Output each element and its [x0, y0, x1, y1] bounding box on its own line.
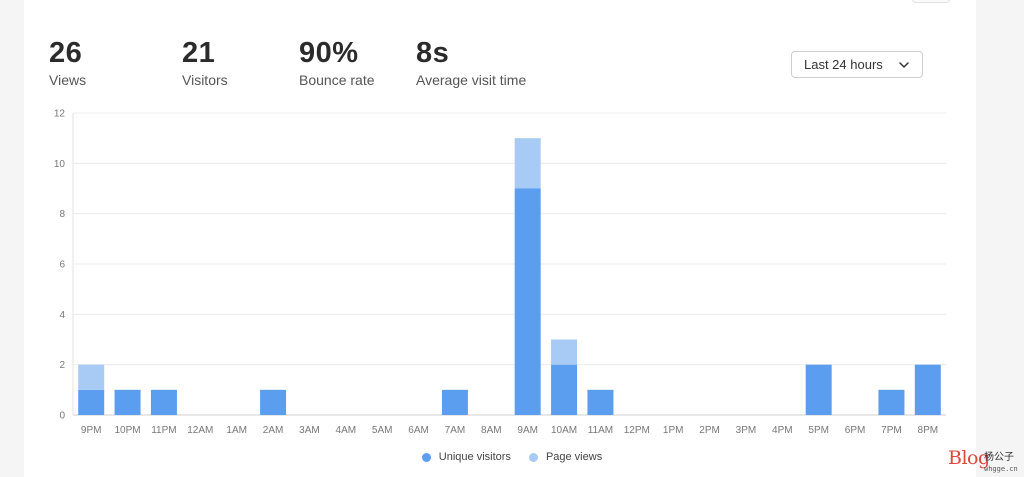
legend-page-views[interactable]: Page views: [528, 451, 603, 463]
y-tick-label: 8: [59, 209, 65, 220]
x-tick-label: 7AM: [445, 425, 466, 436]
y-tick-label: 0: [59, 411, 65, 422]
x-tick-label: 10PM: [115, 425, 141, 436]
watermark-cn: 杨公子: [984, 452, 1014, 463]
x-tick-label: 5AM: [372, 425, 393, 436]
bar-unique-visitors: [441, 389, 468, 415]
x-tick-label: 7PM: [881, 425, 902, 436]
metric-visitors-value: 21: [182, 37, 216, 69]
x-tick-label: 12AM: [187, 425, 213, 436]
x-tick-label: 1PM: [663, 425, 684, 436]
x-tick-label: 6PM: [845, 425, 866, 436]
y-tick-label: 6: [59, 260, 65, 271]
bar-unique-visitors: [514, 188, 541, 415]
bar-unique-visitors: [914, 364, 941, 415]
chevron-down-icon: [899, 62, 909, 68]
date-range-value: Last 24 hours: [804, 57, 883, 72]
x-tick-label: 10AM: [551, 425, 577, 436]
legend-unique-visitors[interactable]: Unique visitors: [421, 451, 511, 463]
watermark-site: whgge.cn: [984, 465, 1018, 473]
metric-bounce-rate-label: Bounce rate: [299, 72, 375, 88]
x-tick-label: 2PM: [699, 425, 720, 436]
bar-unique-visitors: [805, 364, 832, 415]
date-range-select[interactable]: Last 24 hours: [791, 51, 923, 78]
metric-visit-time-value: 8s: [416, 37, 450, 69]
chart-legend: Unique visitors Page views: [0, 451, 1024, 463]
x-tick-label: 3PM: [736, 425, 757, 436]
metric-visitors-label: Visitors: [182, 72, 228, 88]
watermark-logo: Blog: [948, 447, 990, 469]
x-tick-label: 5PM: [808, 425, 829, 436]
y-tick-label: 12: [54, 109, 66, 120]
x-tick-label: 11AM: [588, 425, 613, 436]
legend-page-views-label: Page views: [545, 451, 603, 463]
x-tick-label: 11PM: [151, 425, 176, 436]
y-tick-label: 4: [59, 310, 65, 321]
x-tick-label: 6AM: [408, 425, 429, 436]
metric-visitors: 21 Visitors: [182, 36, 228, 88]
bar-unique-visitors: [114, 389, 141, 415]
bar-unique-visitors: [587, 389, 614, 415]
legend-page-views-swatch: [528, 452, 538, 462]
x-tick-label: 9AM: [517, 425, 538, 436]
legend-unique-visitors-swatch: [421, 452, 431, 462]
x-tick-label: 8AM: [481, 425, 502, 436]
bar-unique-visitors: [260, 389, 287, 415]
x-tick-label: 2AM: [263, 425, 284, 436]
bar-unique-visitors: [878, 389, 905, 415]
x-tick-label: 3AM: [299, 425, 320, 436]
x-tick-label: 9PM: [81, 425, 102, 436]
x-tick-label: 1AM: [226, 425, 247, 436]
y-tick-label: 10: [54, 159, 66, 170]
metric-views: 26 Views: [49, 36, 86, 88]
x-tick-label: 4AM: [336, 425, 357, 436]
x-tick-label: 12PM: [624, 425, 650, 436]
x-tick-label: 4PM: [772, 425, 793, 436]
metric-bounce-rate: 90% Bounce rate: [299, 36, 375, 88]
metric-visit-time: 8s Average visit time: [416, 36, 526, 88]
metric-views-label: Views: [49, 72, 87, 88]
x-tick-label: 8PM: [918, 425, 939, 436]
bar-unique-visitors: [150, 389, 177, 415]
metric-visit-time-label: Average visit time: [416, 72, 527, 88]
metric-bounce-rate-value: 90%: [299, 37, 359, 69]
bar-page-views: [551, 339, 578, 365]
legend-unique-visitors-label: Unique visitors: [438, 451, 511, 463]
bar-unique-visitors: [551, 364, 578, 415]
bar-unique-visitors: [78, 389, 105, 415]
y-tick-label: 2: [59, 360, 65, 371]
bar-page-views: [514, 138, 541, 189]
bar-page-views: [78, 364, 105, 390]
metric-views-value: 26: [49, 37, 83, 69]
